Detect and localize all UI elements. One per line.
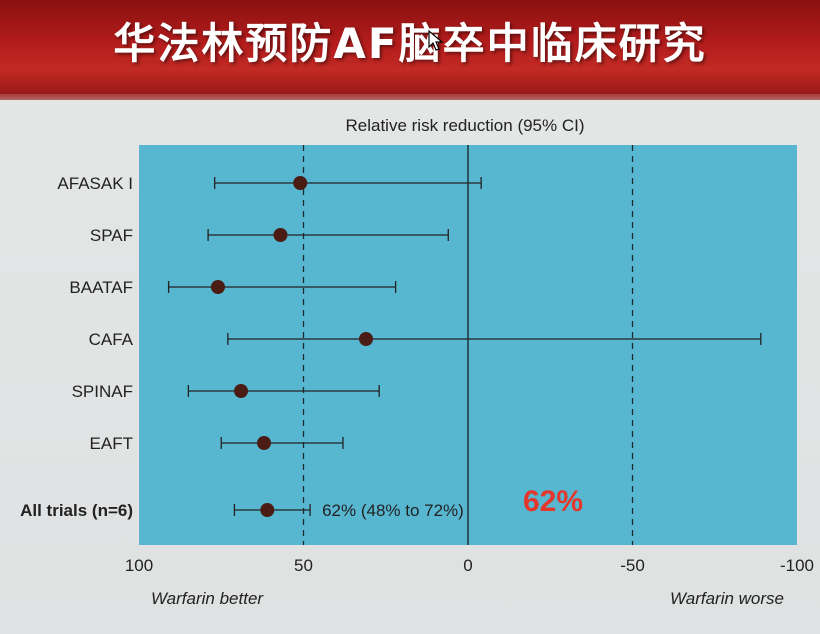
point-estimate-marker	[359, 332, 374, 346]
trial-label: CAFA	[89, 330, 134, 349]
point-estimate-marker	[233, 384, 248, 398]
trial-label: AFASAK I	[57, 174, 133, 193]
point-estimate-marker	[273, 228, 288, 242]
slide-title: 华法林预防AF脑卒中临床研究	[113, 19, 707, 68]
trial-rows: AFASAK I SPAF BAATAF CAFA SPINAF EAFT All tria…	[20, 174, 762, 520]
point-estimate-marker	[260, 503, 275, 517]
chart-title: Relative risk reduction (95% CI)	[345, 116, 584, 135]
trial-label: SPINAF	[72, 382, 133, 401]
x-tick-label: 0	[463, 556, 472, 575]
trial-label: All trials (n=6)	[20, 501, 133, 520]
reference-lines	[302, 145, 634, 545]
summary-ci-label: 62% (48% to 72%)	[322, 501, 464, 520]
point-estimate-marker	[210, 280, 225, 294]
x-tick-label: 100	[125, 556, 153, 575]
trial-label: BAATAF	[69, 278, 133, 297]
x-axis-ticks: 100 50 0 -50 -100	[125, 556, 814, 575]
trial-label: SPAF	[90, 226, 133, 245]
x-tick-label: -100	[780, 556, 814, 575]
highlight-percentage: 62%	[523, 485, 583, 518]
right-axis-note: Warfarin worse	[670, 589, 784, 608]
trial-label: EAFT	[90, 434, 133, 453]
slide-header: 华法林预防AF脑卒中临床研究	[0, 0, 820, 100]
x-tick-label: -50	[620, 556, 645, 575]
point-estimate-marker	[293, 176, 308, 190]
x-tick-label: 50	[294, 556, 313, 575]
left-axis-note: Warfarin better	[151, 589, 264, 608]
mouse-cursor-icon	[428, 30, 444, 51]
point-estimate-marker	[257, 436, 272, 450]
